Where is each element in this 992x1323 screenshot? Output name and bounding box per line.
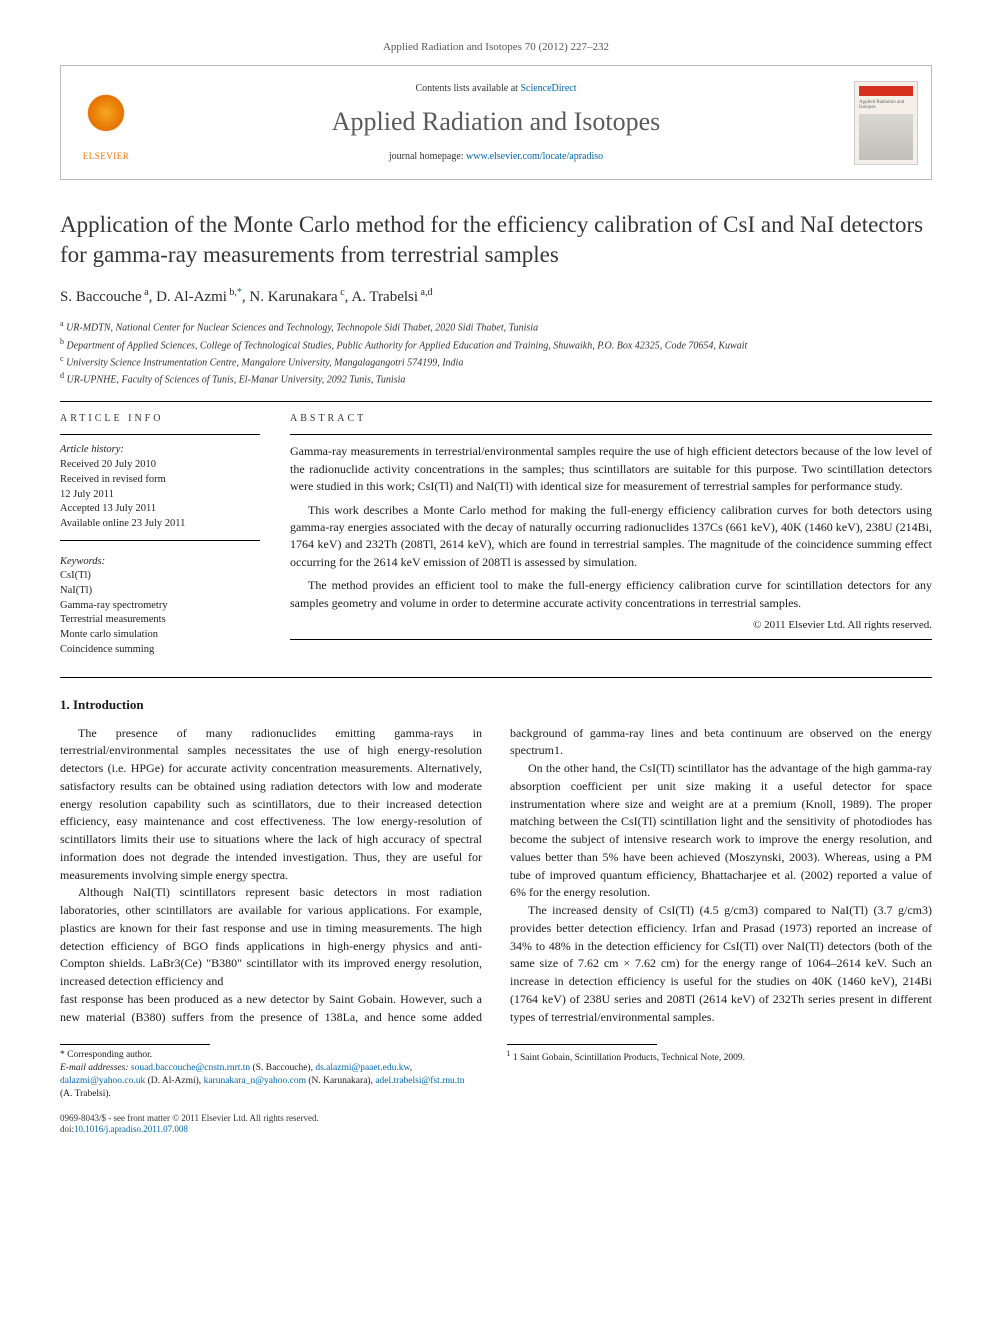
abstract-column: ABSTRACT Gamma-ray measurements in terre…: [290, 412, 932, 657]
divider: [60, 434, 260, 435]
keywords-label: Keywords:: [60, 555, 260, 570]
homepage-line: journal homepage: www.elsevier.com/locat…: [389, 150, 603, 164]
corresponding-author-label: * Corresponding author.: [60, 1049, 479, 1062]
journal-header: ELSEVIER Contents lists available at Sci…: [60, 65, 932, 180]
keyword: Coincidence summing: [60, 643, 260, 658]
affil-marker: a: [142, 287, 149, 298]
footnote-divider: [507, 1044, 657, 1045]
affiliation: d UR-UPNHE, Faculty of Sciences of Tunis…: [60, 370, 932, 387]
article-info-heading: ARTICLE INFO: [60, 412, 260, 426]
affiliation-text: Department of Applied Sciences, College …: [67, 340, 748, 351]
footnote-divider: [60, 1044, 210, 1045]
divider: [290, 434, 932, 435]
affil-marker: b,: [227, 287, 237, 298]
footer-right: 1 1 Saint Gobain, Scintillation Products…: [507, 1026, 926, 1100]
email-link[interactable]: adel.trabelsi@fst.rnu.tn: [375, 1076, 464, 1086]
publisher-name: ELSEVIER: [83, 150, 130, 163]
keyword: NaI(Tl): [60, 584, 260, 599]
affiliations: a UR-MDTN, National Center for Nuclear S…: [60, 318, 932, 387]
body-para: The presence of many radionuclides emitt…: [60, 725, 482, 885]
keyword: Gamma-ray spectrometry: [60, 599, 260, 614]
email-label: E-mail addresses:: [60, 1063, 129, 1073]
info-abstract-row: ARTICLE INFO Article history: Received 2…: [60, 412, 932, 657]
cover-image-placeholder: [859, 114, 913, 160]
abstract-heading: ABSTRACT: [290, 412, 932, 426]
body-para: The increased density of CsI(Tl) (4.5 g/…: [510, 902, 932, 1026]
history-accepted: Accepted 13 July 2011: [60, 502, 260, 517]
author: A. Trabelsi: [351, 289, 418, 305]
contents-line: Contents lists available at ScienceDirec…: [415, 82, 576, 96]
issn-line: 0969-8043/$ - see front matter © 2011 El…: [60, 1113, 932, 1125]
author: S. Baccouche: [60, 289, 142, 305]
email-link[interactable]: souad.baccouche@cnstn.rnrt.tn: [131, 1063, 250, 1073]
affiliation-text: University Science Instrumentation Centr…: [66, 357, 463, 368]
affiliation: b Department of Applied Sciences, Colleg…: [60, 336, 932, 353]
affiliation: a UR-MDTN, National Center for Nuclear S…: [60, 318, 932, 335]
doi-line: doi:10.1016/j.apradiso.2011.07.008: [60, 1124, 932, 1136]
divider: [60, 540, 260, 541]
article-info-column: ARTICLE INFO Article history: Received 2…: [60, 412, 260, 657]
journal-cover-thumbnail: Applied Radiation and Isotopes: [854, 81, 918, 165]
divider: [60, 677, 932, 678]
corresponding-author-link[interactable]: *: [237, 289, 242, 305]
email-link[interactable]: dalazmi@yahoo.co.uk: [60, 1076, 145, 1086]
body-para: On the other hand, the CsI(Tl) scintilla…: [510, 760, 932, 902]
keyword: Terrestrial measurements: [60, 613, 260, 628]
history-online: Available online 23 July 2011: [60, 517, 260, 532]
affil-marker: c: [338, 287, 345, 298]
keyword: CsI(Tl): [60, 569, 260, 584]
homepage-link[interactable]: www.elsevier.com/locate/apradiso: [466, 151, 603, 162]
elsevier-tree-icon: [79, 94, 133, 148]
doi-link[interactable]: 10.1016/j.apradiso.2011.07.008: [74, 1124, 188, 1134]
email-link[interactable]: karunakara_n@yahoo.com: [204, 1076, 306, 1086]
history-revised: Received in revised form: [60, 473, 260, 488]
footnote-text: 1 Saint Gobain, Scintillation Products, …: [513, 1054, 745, 1064]
divider: [60, 401, 932, 402]
abstract-para: This work describes a Monte Carlo method…: [290, 502, 932, 572]
publisher-logo-area: ELSEVIER: [61, 66, 151, 179]
footnote: 1 1 Saint Gobain, Scintillation Products…: [507, 1049, 926, 1065]
history-received: Received 20 July 2010: [60, 458, 260, 473]
history-label: Article history:: [60, 443, 260, 458]
abstract-body: Gamma-ray measurements in terrestrial/en…: [290, 443, 932, 612]
affiliation-text: UR-UPNHE, Faculty of Sciences of Tunis, …: [67, 374, 406, 385]
abstract-para: Gamma-ray measurements in terrestrial/en…: [290, 443, 932, 495]
homepage-prefix: journal homepage:: [389, 151, 466, 162]
contents-prefix: Contents lists available at: [415, 83, 520, 94]
body-para: Although NaI(Tl) scintillators represent…: [60, 884, 482, 991]
cover-caption: Applied Radiation and Isotopes: [859, 100, 913, 110]
journal-reference: Applied Radiation and Isotopes 70 (2012)…: [60, 40, 932, 55]
email-block: E-mail addresses: souad.baccouche@cnstn.…: [60, 1062, 479, 1100]
affil-marker: a,d: [418, 287, 432, 298]
journal-name: Applied Radiation and Isotopes: [332, 104, 661, 140]
author: D. Al-Azmi: [156, 289, 227, 305]
cover-accent-bar: [859, 86, 913, 96]
email-link[interactable]: ds.alazmi@paaet.edu.kw: [315, 1063, 409, 1073]
section-heading: 1. Introduction: [60, 696, 932, 714]
abstract-copyright: © 2011 Elsevier Ltd. All rights reserved…: [290, 618, 932, 633]
bottom-line: 0969-8043/$ - see front matter © 2011 El…: [60, 1113, 932, 1136]
divider: [290, 639, 932, 640]
article-history: Article history: Received 20 July 2010 R…: [60, 443, 260, 531]
cover-thumb-area: Applied Radiation and Isotopes: [841, 66, 931, 179]
affiliation-text: UR-MDTN, National Center for Nuclear Sci…: [66, 323, 538, 334]
footer-area: * Corresponding author. E-mail addresses…: [60, 1026, 932, 1100]
footer-left: * Corresponding author. E-mail addresses…: [60, 1026, 479, 1100]
author-list: S. Baccouche a, D. Al-Azmi b,*, N. Karun…: [60, 286, 932, 308]
header-center: Contents lists available at ScienceDirec…: [151, 66, 841, 179]
keyword: Monte carlo simulation: [60, 628, 260, 643]
history-revised-date: 12 July 2011: [60, 488, 260, 503]
sciencedirect-link[interactable]: ScienceDirect: [520, 83, 576, 94]
author: N. Karunakara: [249, 289, 337, 305]
keywords-block: Keywords: CsI(Tl) NaI(Tl) Gamma-ray spec…: [60, 555, 260, 658]
body-text: The presence of many radionuclides emitt…: [60, 725, 932, 1027]
elsevier-logo: ELSEVIER: [72, 83, 140, 163]
article-title: Application of the Monte Carlo method fo…: [60, 210, 932, 270]
abstract-para: The method provides an efficient tool to…: [290, 577, 932, 612]
affiliation: c University Science Instrumentation Cen…: [60, 353, 932, 370]
